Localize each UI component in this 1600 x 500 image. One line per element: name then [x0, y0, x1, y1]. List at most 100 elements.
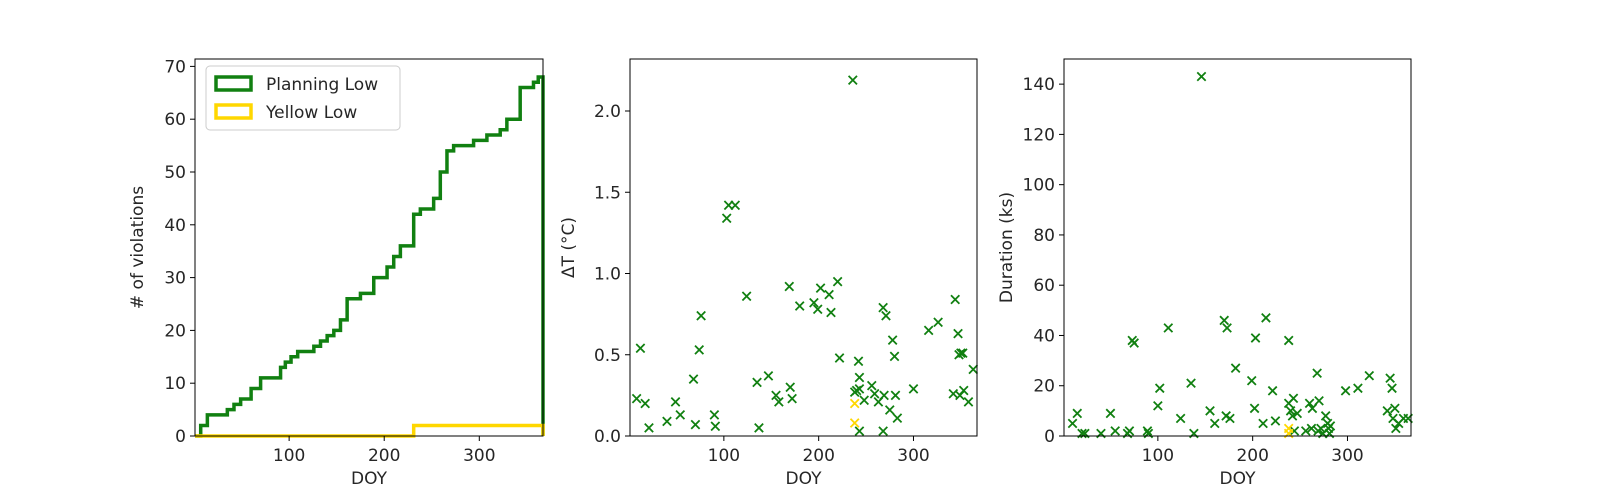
scatter-point [953, 328, 963, 339]
scatter-point [812, 304, 823, 315]
legend-label: Planning Low [266, 75, 378, 95]
scatter-point [1225, 413, 1235, 424]
y-tick-label: 140 [1023, 75, 1055, 95]
scatter-point [1300, 426, 1311, 436]
scatter-point [1353, 383, 1363, 394]
scatter-point [662, 416, 672, 427]
scatter-point [878, 426, 888, 436]
scatter-point [866, 380, 877, 391]
y-tick-label: 80 [1033, 226, 1055, 246]
scatter-point [774, 397, 784, 407]
scatter-point [1316, 423, 1326, 434]
scatter-point [853, 356, 864, 367]
y-axis-label: ΔT (°C) [559, 217, 579, 278]
scatter-point [794, 301, 805, 311]
scatter-point [854, 372, 865, 383]
scatter-point [1186, 378, 1196, 389]
y-tick-label: 10 [164, 374, 186, 394]
scatter-point [771, 390, 781, 401]
scatter-point [1209, 418, 1220, 429]
scatter-point [670, 397, 681, 407]
scatter-point [887, 335, 898, 345]
legend-swatch [214, 75, 253, 92]
y-tick-label: 2.0 [594, 102, 621, 122]
scatter-point [881, 310, 891, 321]
scatter-point [889, 351, 900, 362]
scatter-point [854, 384, 865, 394]
scatter-point [908, 384, 919, 394]
scatter-point [1222, 323, 1232, 333]
axes-frame [194, 58, 544, 437]
x-tick-label: 100 [1142, 446, 1174, 466]
scatter-point [963, 397, 974, 407]
y-tick-label: 20 [1033, 377, 1055, 397]
y-tick-label: 50 [164, 163, 186, 183]
scatter-point [763, 371, 774, 381]
scatter-point [1312, 368, 1322, 379]
scatter-point [958, 385, 969, 396]
scatter-point [784, 281, 795, 292]
scatter-point [1175, 413, 1186, 424]
x-axis-label: DOY [351, 469, 388, 489]
scatter-point [1129, 338, 1139, 348]
scatter-point [741, 291, 752, 302]
scatter-point [824, 289, 834, 300]
x-tick-label: 200 [802, 446, 834, 466]
scatter-point [878, 302, 888, 313]
y-tick-label: 30 [164, 269, 186, 289]
scatter-point [640, 398, 651, 409]
scatter-point [1219, 315, 1230, 326]
scatter-point [1267, 385, 1278, 396]
y-tick-label: 120 [1023, 125, 1055, 145]
scatter-point [847, 75, 858, 85]
y-tick-label: 60 [1033, 276, 1055, 296]
scatter-point [859, 395, 870, 406]
scatter-point [1105, 408, 1116, 419]
scatter-point [826, 307, 836, 318]
scatter-point [854, 426, 865, 436]
scatter-point [809, 297, 819, 308]
y-tick-label: 0.0 [594, 427, 621, 447]
scatter-point [709, 410, 720, 420]
y-tick-label: 0 [175, 427, 186, 447]
scatter-point [923, 325, 934, 336]
scatter-point [1320, 411, 1331, 421]
y-axis-label: # of violations [128, 186, 148, 309]
y-tick-label: 70 [164, 57, 186, 77]
scatter-point [849, 418, 860, 428]
x-axis-label: DOY [786, 469, 823, 489]
scatter-point [1340, 385, 1351, 396]
chart-panel-1: 100 200 300 0 10 20 30 40 50 60 70 DOY # of violatio… [128, 57, 545, 489]
x-tick-label: 300 [897, 446, 929, 466]
scatter-point [690, 419, 701, 430]
scatter-point [1390, 403, 1400, 414]
scatter-point [892, 413, 903, 423]
chart-panel-3: 100 200 300 0 20 40 60 80 100 120 140 DOY Duration (… [997, 58, 1413, 489]
x-axis-label: DOY [1220, 469, 1257, 489]
x-tick-label: 200 [1236, 446, 1268, 466]
y-tick-label: 40 [164, 216, 186, 236]
scatter-point [1307, 403, 1318, 414]
scatter-point [950, 294, 961, 305]
scatter-point [890, 390, 901, 401]
x-tick-label: 300 [463, 446, 495, 466]
scatter-point [694, 345, 705, 355]
y-axis-label: Duration (ks) [997, 192, 1017, 303]
scatter-point [956, 348, 966, 358]
scatter-point [1067, 418, 1078, 429]
scatter-point [1258, 418, 1268, 429]
scatter-point [631, 393, 642, 404]
scatter-point [1270, 416, 1281, 426]
scatter-point [1382, 406, 1393, 416]
series-line-1 [195, 75, 545, 438]
legend: Planning Low Yellow Low [205, 65, 401, 131]
scatter-point [933, 317, 943, 328]
scatter-point [1246, 375, 1257, 386]
scatter-point [1249, 403, 1260, 414]
scatter-point [849, 398, 860, 409]
y-tick-label: 1.5 [594, 183, 621, 203]
x-tick-label: 100 [708, 446, 740, 466]
y-tick-label: 60 [164, 110, 186, 130]
scatter-point [635, 343, 646, 354]
